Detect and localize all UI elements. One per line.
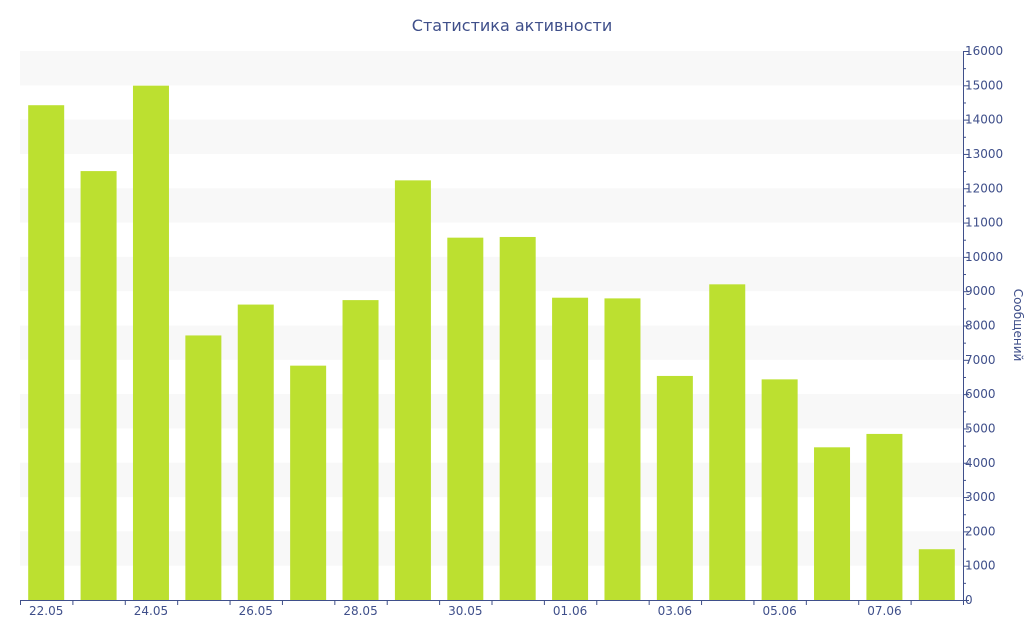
bar-01.06	[552, 297, 589, 600]
y-tick-label: 15000	[965, 78, 1003, 92]
bar-08.06	[918, 549, 955, 600]
bars	[28, 85, 955, 601]
grid-band	[20, 531, 963, 566]
x-tick-label: 05.06	[762, 604, 796, 618]
bar-29.05	[394, 180, 431, 601]
bar-06.06	[814, 447, 851, 600]
bar-07.06	[866, 433, 903, 600]
y-tick-label: 10000	[965, 250, 1003, 264]
x-tick-label: 26.05	[239, 604, 273, 618]
grid-band	[20, 325, 963, 360]
bar-24.05	[132, 85, 169, 600]
bar-27.05	[290, 365, 327, 600]
grid-band	[20, 256, 963, 292]
y-tick-label: 5000	[965, 421, 996, 435]
bar-28.05	[342, 300, 379, 600]
chart-title: Статистика активности	[412, 16, 612, 35]
x-tick-label: 24.05	[134, 604, 168, 618]
bar-04.06	[709, 284, 746, 600]
x-tick-label: 28.05	[343, 604, 377, 618]
grid-band	[20, 394, 963, 429]
y-axis-label: Сообщений	[1011, 289, 1024, 362]
bar-22.05	[28, 105, 65, 601]
x-tick-label: 30.05	[448, 604, 482, 618]
grid-band	[20, 119, 963, 154]
bar-26.05	[237, 304, 274, 600]
grid-bands	[20, 51, 963, 566]
grid-band	[20, 462, 963, 498]
bar-30.05	[447, 237, 484, 600]
y-tick-labels: 0 1000 2000 3000 4000 5000 6000 7000 8000 9000 100…	[963, 44, 1003, 607]
bar-05.06	[761, 379, 798, 600]
y-tick-label: 14000	[965, 113, 1003, 127]
grid-band	[20, 51, 963, 86]
y-tick-label: 16000	[965, 44, 1003, 58]
y-tick-label: 12000	[965, 181, 1003, 195]
x-tick-label: 22.05	[29, 604, 63, 618]
y-tick-label: 9000	[965, 284, 996, 298]
y-tick-label: 11000	[965, 216, 1003, 230]
x-tick-label: 03.06	[658, 604, 692, 618]
y-tick-label: 8000	[965, 319, 996, 333]
y-tick-label: 2000	[965, 524, 996, 538]
y-tick-label: 0	[965, 593, 973, 607]
y-tick-label: 3000	[965, 490, 996, 504]
bar-23.05	[80, 171, 117, 600]
y-tick-label: 4000	[965, 456, 996, 470]
x-tick-labels: 22.05 24.05 26.05 28.05 30.05 01.06 03.06 05.06…	[20, 600, 964, 618]
bar-31.05	[499, 236, 536, 600]
bar-02.06	[604, 298, 641, 600]
y-tick-label: 7000	[965, 353, 996, 367]
grid-band	[20, 188, 963, 223]
y-tick-label: 13000	[965, 147, 1003, 161]
y-tick-label: 1000	[965, 559, 996, 573]
bar-03.06	[656, 375, 693, 600]
y-tick-label: 6000	[965, 387, 996, 401]
bar-25.05	[185, 335, 222, 600]
x-tick-label: 01.06	[553, 604, 587, 618]
x-tick-label: 07.06	[867, 604, 901, 618]
